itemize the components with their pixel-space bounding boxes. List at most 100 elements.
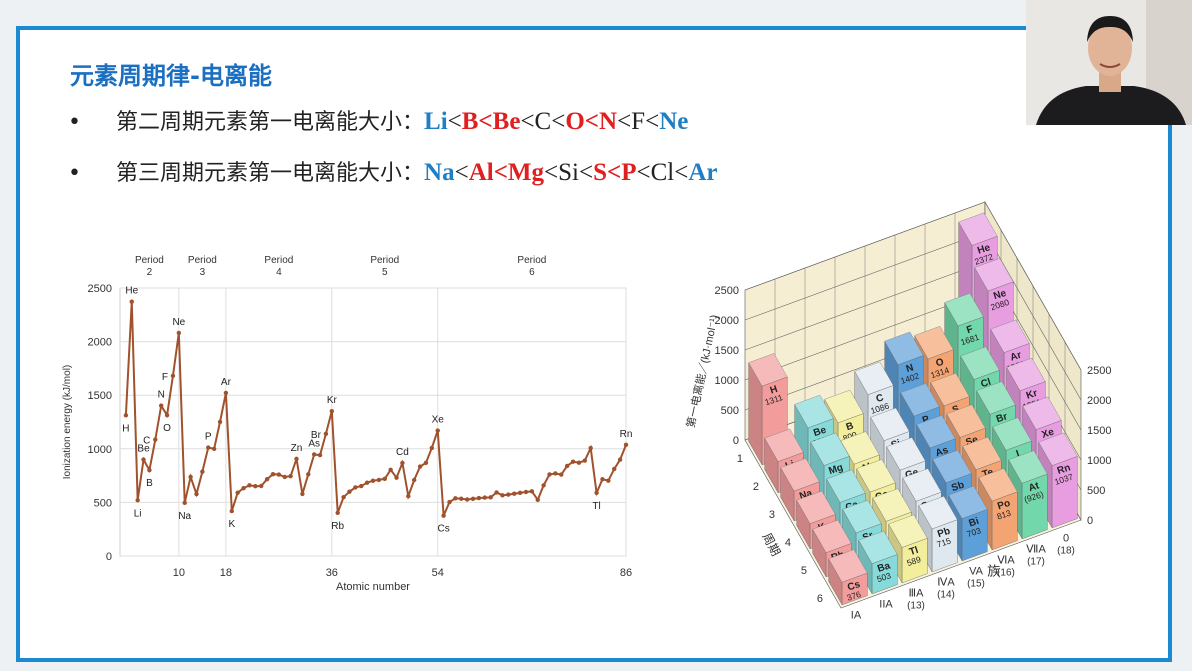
group-number: (13) [907,601,925,612]
element-symbol: F [965,324,974,336]
bar-highlight [914,326,954,360]
bar-highlight [916,415,956,449]
data-point [547,472,552,477]
data-point [488,495,493,500]
x-tick-label: 18 [220,567,232,579]
data-point [188,474,193,480]
element-symbol: S [951,404,961,417]
data-point [506,492,511,497]
data-point [264,476,270,482]
data-point [406,493,411,499]
bar-highlight [902,468,942,502]
data-point [294,456,299,462]
element-symbol: Pb [936,526,952,540]
point-label: Rb [331,521,344,532]
bullet-text: 第二周期元素第一电离能大小： [116,110,425,135]
data-point [541,483,546,488]
z-tick-label: 500 [721,405,739,417]
data-point [400,460,405,466]
data-point [176,330,182,336]
data-point [594,490,599,496]
value-label: 589 [906,554,923,568]
period-label: Period [370,255,399,266]
data-point [200,469,205,474]
element-symbol: Cs [846,579,862,594]
x-tick-label: 54 [432,567,444,579]
data-point [147,467,152,473]
bar-highlight [946,404,986,438]
data-point [323,431,329,436]
bar-highlight [948,485,988,519]
bar-highlight [748,353,788,387]
data-point [235,490,240,495]
data-point [535,497,540,503]
point-label: Be [137,444,150,455]
bullet-text: <C< [520,108,566,135]
bullet-text: O<N [565,108,618,135]
group-label: ⅦA [1026,544,1046,556]
bullet-item: • 第二周期元素第一电离能大小：Li<B<Be<C<O<N<F<Ne [68,104,688,136]
bar-highlight [960,346,1000,380]
data-point [388,467,393,473]
webcam-shirt [1036,86,1186,125]
webcam-mouth [1099,63,1121,68]
element-symbol: Be [812,425,828,440]
slide-title: 元素周期律-电离能 [70,62,272,90]
bar-highlight [796,490,836,524]
y-tick-label: 0 [106,551,112,563]
bar-highlight [828,549,868,583]
x-axis-label: Atomic number [336,581,410,593]
point-label: H [122,423,129,434]
z-tick-label: 1000 [1087,455,1111,467]
element-symbol: Br [995,411,1009,425]
bar [1021,473,1048,540]
data-point [247,483,252,488]
point-label: Zn [291,443,303,454]
bar-highlight [1006,358,1046,391]
bar-shade [828,558,843,605]
period-label: Period [188,255,217,266]
group-number: (15) [967,579,985,590]
element-symbol: Tl [908,545,920,558]
bullet-text: <Cl< [636,159,689,186]
bullet-dot: • [68,161,81,186]
data-point [306,472,311,477]
data-point [129,299,134,304]
group-label: 0 [1063,533,1069,545]
data-point [359,483,364,489]
data-point [459,496,464,501]
group-label: IIA [879,599,893,611]
data-point [500,493,505,498]
bar-shade [748,362,763,465]
bar-highlight [854,361,894,395]
bullet-text: <F< [617,108,660,135]
data-point [376,477,382,483]
element-symbol: N [905,362,915,375]
value-label: 703 [966,525,983,539]
data-point [582,458,588,463]
bar [961,509,988,562]
bullet-text: B<Be [461,108,521,135]
element-symbol: O [935,357,946,370]
point-label: B [146,478,153,489]
bar-highlight [944,293,984,327]
bar-highlight [1008,450,1048,484]
data-point [553,471,558,476]
bar-highlight [810,432,850,466]
element-symbol: Rn [1056,462,1072,477]
bullet-text: Na [424,159,455,186]
point-label: Cs [437,524,449,535]
period-tick-label: 2 [753,481,759,493]
group-label: ⅣA [937,577,955,589]
point-label: Ne [172,317,185,328]
bar-highlight [958,212,998,246]
z-tick-label: 1500 [1087,425,1111,437]
z-tick-label: 1000 [715,375,739,387]
bullet-text: Ar [688,159,718,186]
data-point [617,457,623,462]
data-point [300,491,305,497]
element-symbol: Mg [827,462,844,477]
bar-highlight [824,390,864,423]
bar-highlight [1022,396,1062,430]
z-tick-label: 2500 [1087,365,1111,377]
